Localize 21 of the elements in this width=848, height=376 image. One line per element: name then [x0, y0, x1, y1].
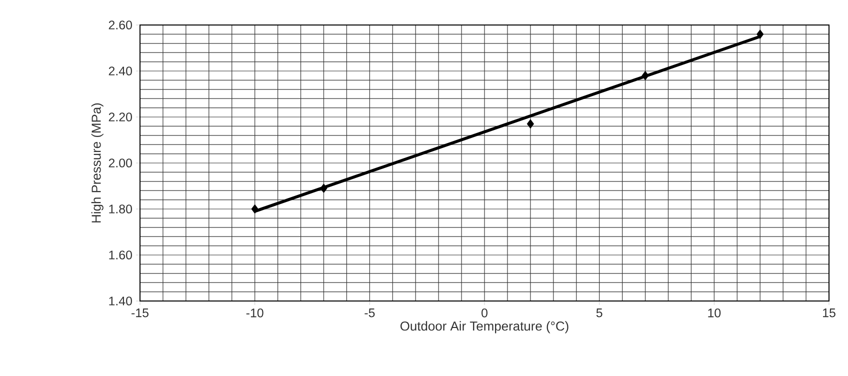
x-tick-label: 10: [708, 308, 721, 318]
y-tick-label: 1.60: [109, 250, 132, 260]
point: [526, 119, 534, 129]
x-tick-label: 15: [823, 308, 836, 318]
point: [251, 204, 258, 214]
x-tick-label: 0: [482, 308, 488, 318]
x-tick-label: -10: [246, 308, 264, 318]
point: [642, 70, 649, 80]
x-tick-label: -5: [364, 308, 375, 318]
point: [756, 29, 764, 39]
point: [320, 184, 328, 193]
y-tick-label: 2.40: [108, 66, 132, 76]
y-tick-label: 1.40: [109, 296, 132, 306]
x-axis-title: Outdoor Air Temperature (°C): [400, 321, 568, 334]
x-tick-label: -15: [132, 308, 148, 318]
y-tick-label: 2.60: [108, 20, 132, 30]
y-axis-title: High Pressure (MPa): [91, 103, 104, 222]
x-tick-label: 5: [596, 308, 602, 318]
y-tick-label: 2.00: [108, 158, 132, 168]
y-tick-label: 1.80: [109, 204, 132, 214]
y-tick-label: 2.20: [108, 112, 132, 122]
